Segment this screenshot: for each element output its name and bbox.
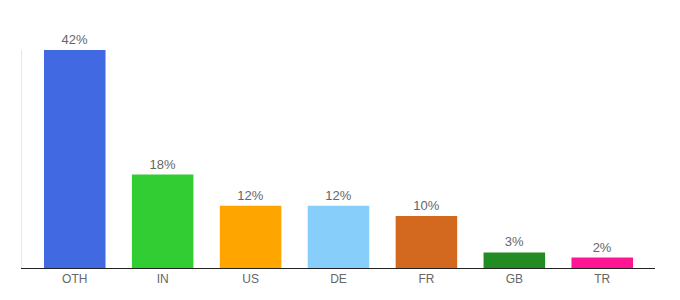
svg-text:18%: 18% (149, 157, 175, 172)
svg-text:US: US (242, 272, 259, 286)
svg-text:3%: 3% (505, 234, 524, 249)
svg-text:TR: TR (594, 272, 610, 286)
svg-text:GB: GB (506, 272, 523, 286)
svg-text:DE: DE (330, 272, 347, 286)
svg-text:12%: 12% (325, 188, 351, 203)
svg-text:IN: IN (157, 272, 169, 286)
svg-text:2%: 2% (593, 240, 612, 255)
svg-text:12%: 12% (237, 188, 263, 203)
svg-text:42%: 42% (62, 32, 88, 47)
svg-text:OTH: OTH (62, 272, 87, 286)
svg-text:10%: 10% (413, 198, 439, 213)
svg-text:FR: FR (418, 272, 434, 286)
